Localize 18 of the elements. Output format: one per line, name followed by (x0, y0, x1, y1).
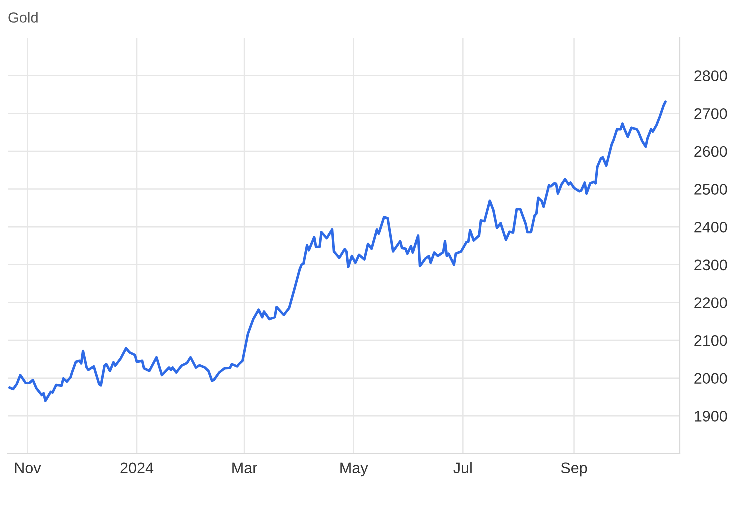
y-tick-label: 2100 (694, 335, 728, 346)
y-tick-label: 2500 (694, 184, 728, 195)
x-tick-label: Sep (561, 462, 588, 477)
y-tick-label: 2300 (694, 260, 728, 271)
y-tick-label: 2200 (694, 298, 728, 308)
x-tick-label: Nov (15, 462, 42, 474)
x-tick-label: May (340, 462, 368, 477)
y-tick-label: 2400 (694, 222, 728, 233)
x-tick-label: 2024 (120, 462, 154, 474)
y-tick-label: 2600 (694, 146, 728, 158)
line-series (8, 100, 667, 402)
x-tick-label: Mar (232, 462, 258, 474)
chart-title: Gold (8, 12, 38, 23)
y-tick-label: 2700 (694, 108, 728, 120)
x-tick-label: Jul (454, 462, 472, 474)
y-tick-label: 2800 (694, 70, 728, 82)
y-tick-label: 1900 (695, 411, 728, 422)
y-tick-label: 2000 (694, 373, 728, 384)
